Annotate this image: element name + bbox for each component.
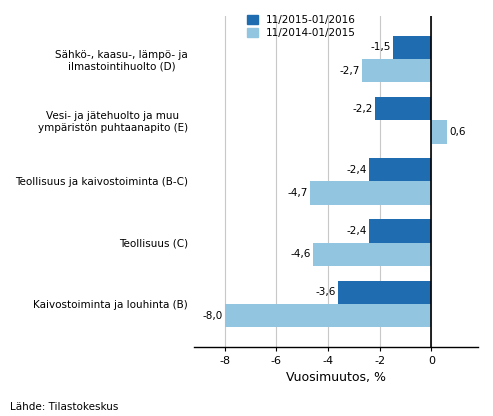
X-axis label: Vuosimuutos, %: Vuosimuutos, % — [286, 371, 386, 384]
Bar — [362, 59, 431, 82]
Bar — [225, 304, 431, 327]
Text: -8,0: -8,0 — [202, 311, 222, 321]
Bar — [313, 243, 431, 266]
Text: -1,5: -1,5 — [370, 42, 390, 52]
Bar — [338, 281, 431, 304]
Bar — [392, 36, 431, 59]
Text: -3,6: -3,6 — [316, 287, 336, 297]
Text: 0,6: 0,6 — [449, 127, 465, 137]
Bar — [310, 181, 431, 205]
Text: -4,6: -4,6 — [290, 249, 311, 259]
Legend: 11/2015-01/2016, 11/2014-01/2015: 11/2015-01/2016, 11/2014-01/2015 — [247, 15, 356, 38]
Text: -2,2: -2,2 — [352, 104, 373, 114]
Bar — [431, 120, 447, 144]
Text: -2,7: -2,7 — [339, 66, 359, 76]
Text: -4,7: -4,7 — [287, 188, 308, 198]
Bar — [375, 97, 431, 120]
Bar — [369, 158, 431, 181]
Text: -2,4: -2,4 — [347, 165, 367, 175]
Text: -2,4: -2,4 — [347, 226, 367, 236]
Text: Lähde: Tilastokeskus: Lähde: Tilastokeskus — [10, 402, 118, 412]
Bar — [369, 220, 431, 243]
